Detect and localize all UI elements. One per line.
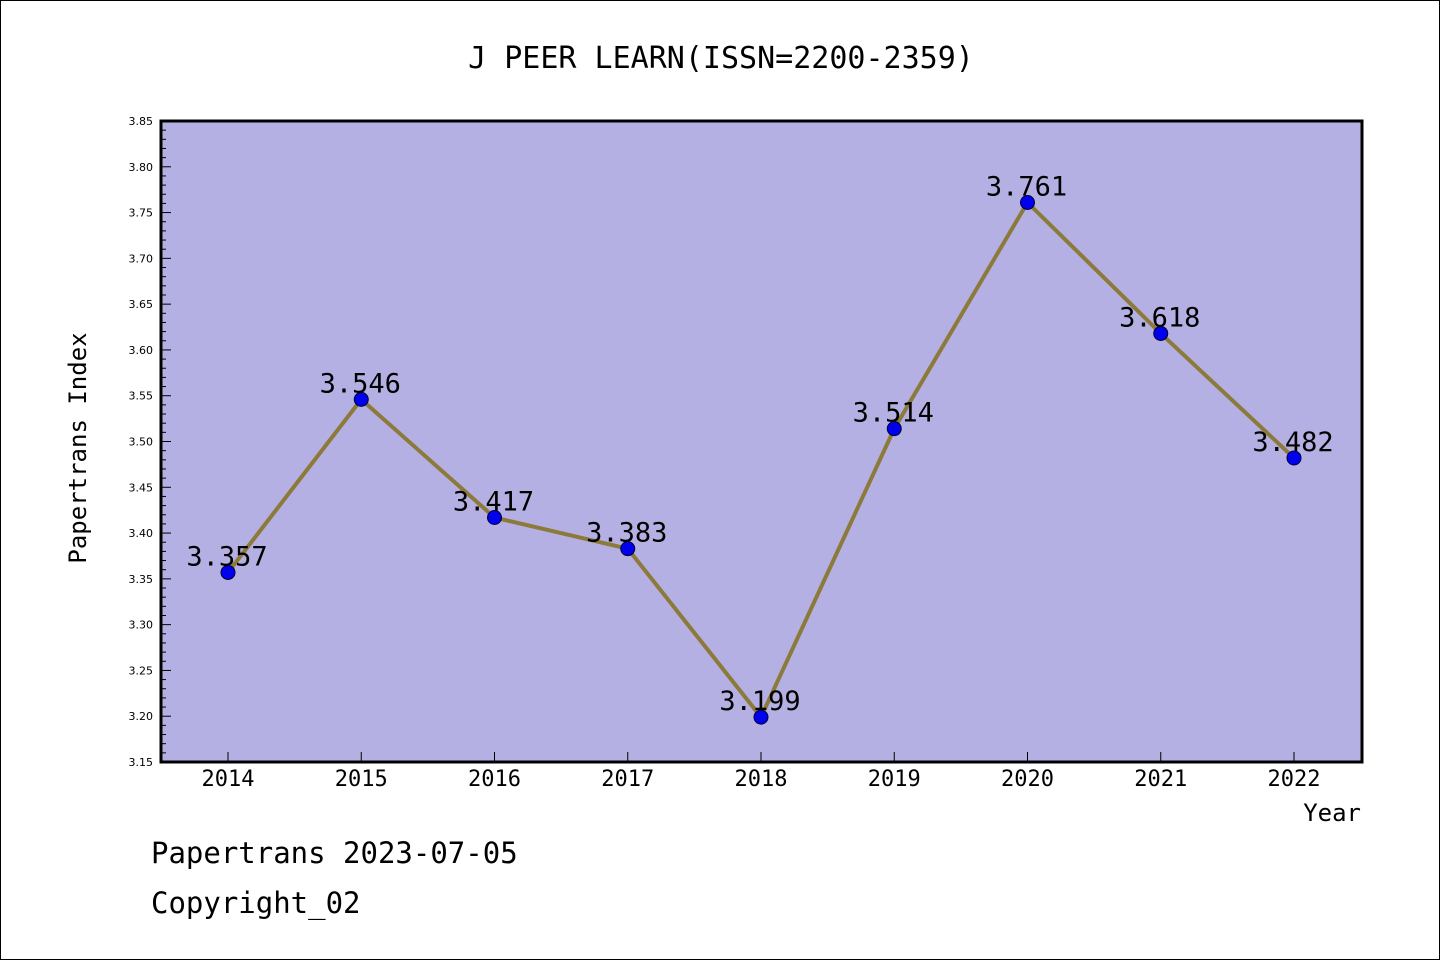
x-tick-label: 2014 bbox=[202, 767, 255, 792]
y-tick-label: 3.55 bbox=[129, 390, 154, 403]
y-tick-label: 3.60 bbox=[129, 344, 154, 357]
y-tick-label: 3.85 bbox=[129, 115, 154, 128]
x-tick-label: 2021 bbox=[1134, 767, 1187, 792]
data-point bbox=[620, 541, 636, 557]
x-tick-label: 2017 bbox=[601, 767, 654, 792]
x-tick-label: 2020 bbox=[1001, 767, 1054, 792]
data-point bbox=[1020, 194, 1035, 210]
data-label: 3.357 bbox=[186, 541, 267, 572]
y-tick-label: 3.65 bbox=[129, 298, 154, 311]
y-tick-label: 3.45 bbox=[129, 481, 154, 494]
data-label: 3.514 bbox=[853, 398, 934, 429]
data-point bbox=[1286, 450, 1302, 466]
y-axis-ticks: 3.15 3.20 3.25 3.30 3.35 3.40 3.45 3.50 3.55 3.60… bbox=[129, 115, 171, 769]
y-tick-label: 3.15 bbox=[129, 756, 154, 769]
data-point bbox=[753, 709, 769, 725]
x-axis-ticks: 2014 2015 2016 2017 2018 2019 2020 2021 2022 bbox=[202, 752, 1321, 792]
y-tick-label: 3.20 bbox=[129, 710, 154, 723]
x-tick-label: 2016 bbox=[468, 767, 521, 792]
data-labels: 3.357 3.546 3.417 3.383 3.199 3.514 3.761 3.618… bbox=[186, 171, 1333, 717]
x-tick-label: 2022 bbox=[1268, 767, 1321, 792]
footer-copyright: Copyright_02 bbox=[151, 886, 361, 920]
chart-title: J PEER LEARN(ISSN=2200-2359) bbox=[468, 41, 974, 76]
y-tick-label: 3.40 bbox=[129, 527, 154, 540]
y-tick-label: 3.70 bbox=[129, 252, 154, 265]
data-label: 3.546 bbox=[320, 368, 401, 399]
data-label: 3.482 bbox=[1252, 427, 1333, 458]
data-point bbox=[220, 564, 236, 580]
data-label: 3.199 bbox=[719, 686, 800, 717]
x-axis-label: Year bbox=[1303, 799, 1361, 827]
y-tick-label: 3.50 bbox=[129, 436, 154, 449]
data-point bbox=[886, 421, 902, 437]
y-tick-label: 3.35 bbox=[129, 573, 154, 586]
data-point bbox=[487, 510, 502, 526]
y-tick-label: 3.80 bbox=[129, 161, 154, 174]
footer-date: Papertrans 2023-07-05 bbox=[151, 836, 518, 870]
x-tick-label: 2018 bbox=[735, 767, 788, 792]
y-tick-label: 3.25 bbox=[129, 664, 154, 677]
y-axis-label: Papertrans Index bbox=[64, 332, 92, 563]
x-tick-label: 2015 bbox=[335, 767, 388, 792]
data-point bbox=[1153, 325, 1169, 341]
y-tick-label: 3.30 bbox=[129, 619, 154, 632]
plot-area bbox=[159, 119, 1364, 764]
data-label: 3.417 bbox=[453, 487, 534, 518]
data-point bbox=[353, 391, 369, 407]
data-label: 3.761 bbox=[986, 171, 1067, 202]
y-tick-label: 3.75 bbox=[129, 207, 154, 220]
data-points bbox=[220, 194, 1302, 725]
data-label: 3.618 bbox=[1119, 302, 1200, 333]
x-tick-label: 2019 bbox=[868, 767, 921, 792]
data-label: 3.383 bbox=[586, 518, 667, 549]
